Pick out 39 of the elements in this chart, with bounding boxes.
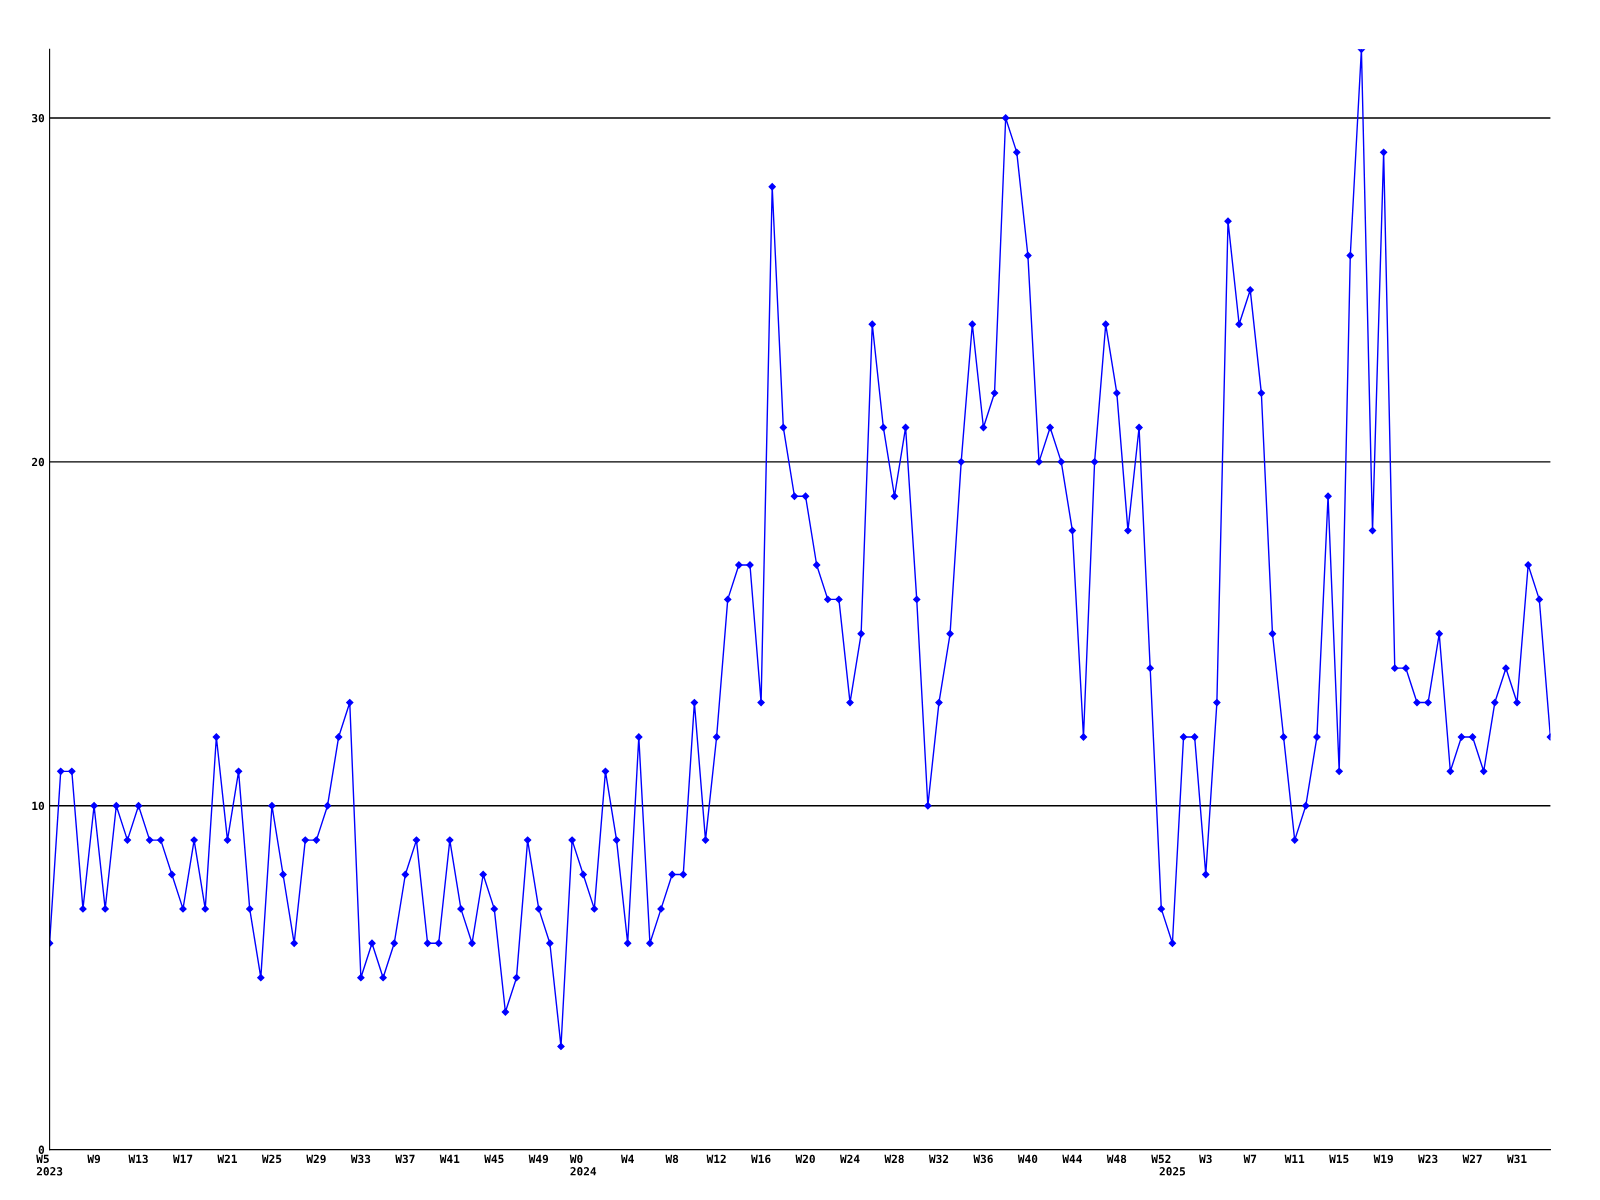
x-tick-label: W16: [751, 1154, 771, 1164]
x-tick-label: W32: [928, 1154, 949, 1164]
x-tick-label: 2025: [1159, 1167, 1186, 1176]
x-tick-label: W44: [1062, 1154, 1082, 1163]
x-tick-label: W27: [1462, 1154, 1482, 1163]
x-tick-label: W45: [484, 1154, 504, 1164]
x-tick-label: W12: [706, 1154, 726, 1163]
y-tick-label: 30: [32, 113, 45, 123]
x-tick-label: W48: [1106, 1154, 1127, 1164]
x-tick-label: W20: [795, 1154, 815, 1164]
x-tick-label: W40: [1017, 1154, 1038, 1164]
x-tick-label: W52: [1151, 1154, 1171, 1164]
x-tick-label: W5 2023: [36, 1154, 63, 1176]
x-tick-label: W4: [621, 1154, 634, 1163]
x-tick-label: W24: [839, 1154, 860, 1163]
x-tick-label: W49: [528, 1154, 549, 1164]
x-tick-label: W28: [884, 1154, 904, 1164]
x-tick-label: W17: [172, 1154, 193, 1163]
x-tick-label: W7: [1243, 1154, 1257, 1163]
x-tick-label: W29: [306, 1154, 326, 1164]
x-tick-label: W3: [1199, 1154, 1212, 1164]
x-tick-label: W36: [973, 1154, 993, 1164]
x-tick-label: W9: [87, 1154, 101, 1164]
x-tick-label: W41: [439, 1154, 460, 1163]
x-tick-label: W21: [217, 1154, 237, 1163]
x-tick-label: W15: [1329, 1154, 1349, 1164]
x-tick-label: W33: [350, 1154, 371, 1164]
y-tick-label: 10: [32, 801, 45, 811]
x-tick-label: W8: [665, 1154, 679, 1164]
x-tick-label: W31: [1507, 1154, 1527, 1164]
x-tick-label: W37: [395, 1154, 415, 1164]
y-tick-label: 20: [31, 457, 45, 467]
y-tick-label: 0: [38, 1145, 45, 1154]
x-tick-label: W19: [1373, 1154, 1393, 1164]
x-tick-label: W13: [128, 1154, 148, 1164]
x-tick-label: W23: [1418, 1154, 1438, 1164]
x-tick-label: W11: [1284, 1154, 1305, 1163]
x-tick-label: W25: [261, 1154, 282, 1164]
x-tick-label: W0 2024: [569, 1154, 597, 1176]
